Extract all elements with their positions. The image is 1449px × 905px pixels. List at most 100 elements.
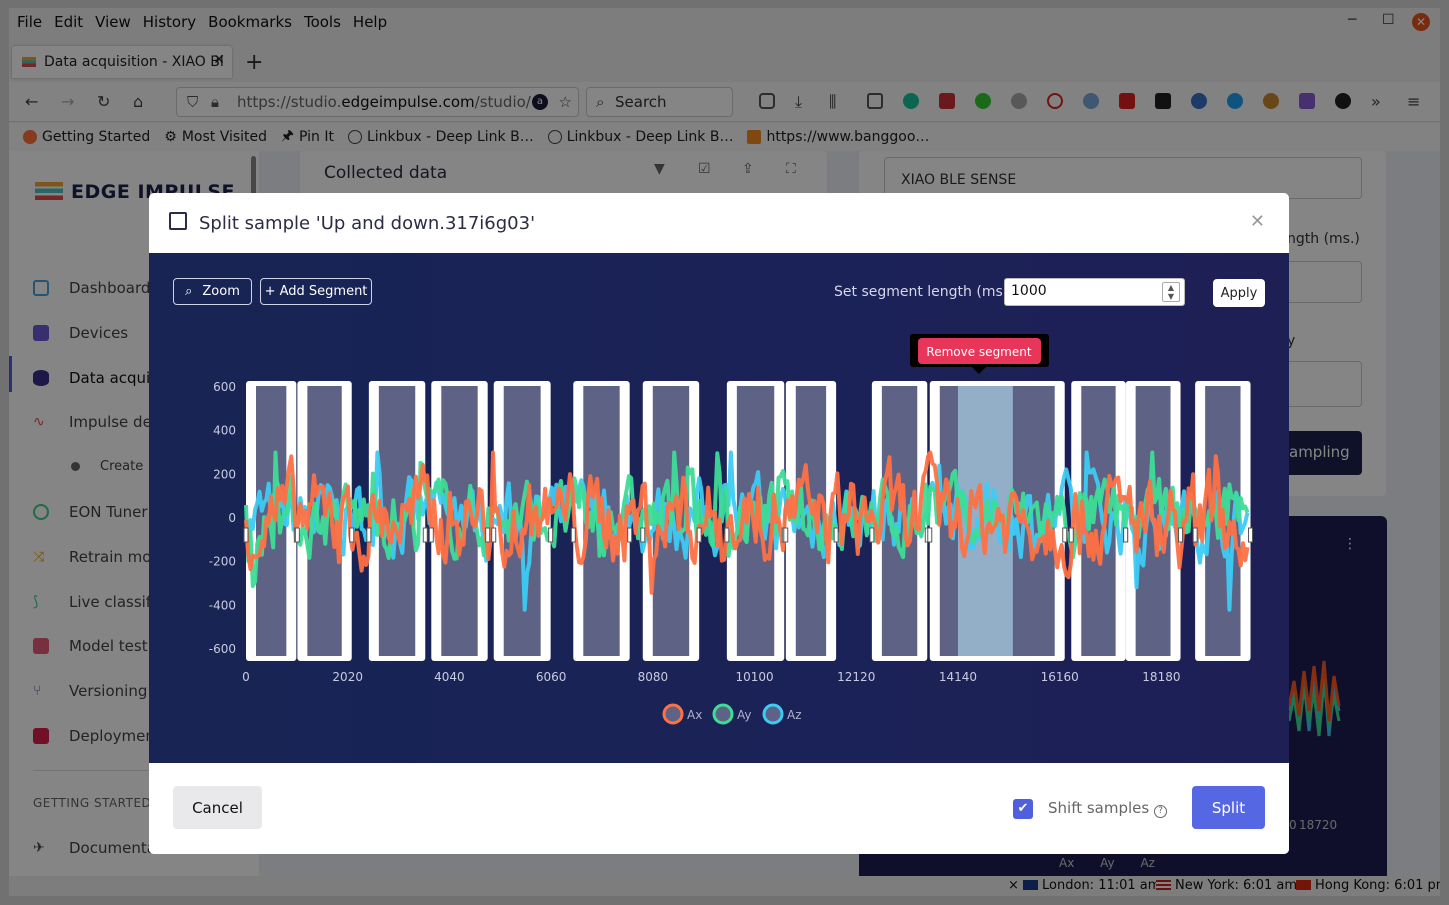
bookmark-linkbux-1[interactable]: Linkbux - Deep Link B… bbox=[347, 129, 534, 145]
menu-help[interactable]: Help bbox=[352, 13, 388, 31]
remove-segment-button[interactable] bbox=[918, 338, 1041, 364]
split-button[interactable]: Split bbox=[1192, 786, 1265, 829]
sidebar-item-model-testing[interactable]: Model testi bbox=[33, 637, 152, 655]
forward-icon[interactable]: → bbox=[61, 92, 75, 111]
menu-bookmarks[interactable]: Bookmarks bbox=[208, 13, 292, 31]
segment-handle[interactable] bbox=[548, 527, 554, 543]
minimize-icon[interactable]: ─ bbox=[1348, 12, 1357, 28]
remove-segment-tooltip[interactable]: Remove segment bbox=[910, 334, 1049, 374]
segment-handle[interactable] bbox=[869, 527, 875, 543]
search-input[interactable]: ⌕ Search bbox=[586, 87, 733, 117]
segment-handle[interactable] bbox=[485, 527, 491, 543]
globe-extension-icon[interactable] bbox=[1011, 93, 1027, 109]
segment-handle[interactable] bbox=[294, 527, 300, 543]
segment-handle[interactable] bbox=[428, 527, 434, 543]
add-segment-button[interactable]: + Add Segment bbox=[260, 278, 372, 305]
back-icon[interactable]: ← bbox=[25, 92, 39, 111]
segment-handle[interactable] bbox=[927, 527, 933, 543]
menu-edit[interactable]: Edit bbox=[54, 13, 84, 31]
sidebar-item-deployment[interactable]: Deployment bbox=[33, 727, 161, 745]
reload-icon[interactable]: ↻ bbox=[97, 92, 111, 111]
tab-data-acquisition[interactable]: Data acquisition - XIAO Bl ✕ bbox=[12, 46, 232, 78]
sidebar-item-eon-tuner[interactable]: EON Tuner bbox=[33, 503, 148, 521]
url-bar[interactable]: ⛉ 🔒︎ https://studio. edgeimpulse.com/stud… bbox=[176, 87, 579, 117]
sidebar-item-dashboard[interactable]: Dashboard bbox=[33, 279, 150, 297]
reader-icon[interactable]: a bbox=[532, 94, 548, 110]
new-tab-icon[interactable]: + bbox=[245, 50, 264, 75]
segment-handle[interactable] bbox=[243, 527, 249, 543]
shift-samples-checkbox[interactable]: ✔ bbox=[1013, 799, 1033, 819]
overflow-chevron-icon[interactable]: » bbox=[1371, 92, 1381, 111]
help-circle-icon[interactable]: ? bbox=[1154, 805, 1167, 818]
home-icon[interactable]: ⌂ bbox=[133, 92, 144, 111]
fullscreen-icon[interactable]: ⛶ bbox=[786, 161, 796, 177]
segment-handle[interactable] bbox=[1248, 527, 1254, 543]
close-tab-icon[interactable]: ✕ bbox=[213, 52, 225, 68]
sidebar-item-documentation[interactable]: ✈ Documenta bbox=[33, 839, 156, 857]
bookmark-banggood[interactable]: https://www.banggoo… bbox=[747, 129, 929, 145]
segment-handle[interactable] bbox=[1123, 527, 1129, 543]
filter-icon[interactable]: ▼ bbox=[654, 161, 665, 177]
segment-handle[interactable] bbox=[422, 527, 428, 543]
apply-button[interactable]: Apply bbox=[1213, 279, 1265, 307]
sidebar-item-versioning[interactable]: ⑂ Versioning bbox=[33, 682, 147, 700]
upload-icon[interactable]: ⇪ bbox=[742, 161, 754, 177]
earth-extension-icon[interactable] bbox=[1191, 93, 1207, 109]
sidebar-item-devices[interactable]: Devices bbox=[33, 324, 128, 342]
download-icon[interactable]: ⤓ bbox=[795, 92, 803, 111]
segment-handle[interactable] bbox=[640, 527, 646, 543]
pocket-icon[interactable] bbox=[759, 93, 775, 109]
bookmark-linkbux-2[interactable]: Linkbux - Deep Link B… bbox=[547, 129, 733, 145]
feather-extension-icon[interactable] bbox=[1335, 93, 1351, 109]
more-vertical-icon[interactable]: ⋮ bbox=[1343, 536, 1357, 552]
zoom-button[interactable]: ⌕ Zoom bbox=[173, 278, 252, 305]
segment-handle[interactable] bbox=[570, 527, 576, 543]
segment-length-input[interactable]: 1000 ▲ ▼ bbox=[1004, 278, 1185, 306]
star-icon[interactable]: ☆ bbox=[558, 93, 572, 111]
select-icon[interactable]: ☑ bbox=[698, 161, 711, 177]
segment-handle[interactable] bbox=[627, 527, 633, 543]
menu-file[interactable]: File bbox=[17, 13, 43, 31]
stepper-icon[interactable]: ▲ ▼ bbox=[1162, 282, 1180, 302]
modal-close-icon[interactable]: ✕ bbox=[1249, 211, 1265, 232]
sidebar-item-data-acquisition[interactable]: Data acquis bbox=[33, 369, 158, 387]
segment-handle[interactable] bbox=[1068, 527, 1074, 543]
library-icon[interactable]: ⫼ bbox=[829, 92, 837, 111]
close-window-icon[interactable]: ✕ bbox=[1412, 13, 1430, 31]
menu-view[interactable]: View bbox=[95, 13, 131, 31]
sidebar-item-impulse-design[interactable]: ∿ Impulse des bbox=[33, 413, 160, 431]
menu-history[interactable]: History bbox=[142, 13, 197, 31]
link-extension-icon[interactable] bbox=[1083, 93, 1099, 109]
puzzle-extension-icon[interactable] bbox=[1299, 93, 1315, 109]
maximize-icon[interactable]: ☐ bbox=[1382, 12, 1395, 28]
segment-handle[interactable] bbox=[783, 527, 789, 543]
segment-handle[interactable] bbox=[349, 527, 355, 543]
pen-extension-icon[interactable] bbox=[939, 93, 955, 109]
segment-handle[interactable] bbox=[366, 527, 372, 543]
segment-handle[interactable] bbox=[833, 527, 839, 543]
h-extension-icon[interactable] bbox=[1155, 93, 1171, 109]
segment-handle[interactable] bbox=[724, 527, 730, 543]
bookmark-pin-it[interactable]: 🖈︎ Pin It bbox=[281, 125, 334, 149]
segment-handle[interactable] bbox=[696, 527, 702, 543]
segment-handle[interactable] bbox=[491, 527, 497, 543]
cancel-button[interactable]: Cancel bbox=[173, 786, 262, 829]
menu-tools[interactable]: Tools bbox=[303, 13, 341, 31]
chat-extension-icon[interactable] bbox=[975, 93, 991, 109]
sidebar-item-create[interactable]: Create bbox=[71, 459, 143, 474]
sidebar-scrollbar[interactable] bbox=[251, 156, 256, 216]
bookmark-most-visited[interactable]: ⚙ Most Visited bbox=[164, 129, 267, 145]
hamburger-menu-icon[interactable]: ≡ bbox=[1407, 92, 1421, 111]
sidebar-icon[interactable] bbox=[867, 93, 883, 109]
ublock-icon[interactable] bbox=[1119, 93, 1135, 109]
segment-handle[interactable] bbox=[1062, 527, 1068, 543]
sidebar-item-live-classification[interactable]: ⟆ Live classifi bbox=[33, 593, 155, 611]
twitter-icon[interactable] bbox=[1227, 93, 1243, 109]
sidebar-item-retrain[interactable]: ⤨ Retrain mod bbox=[33, 548, 161, 566]
monkey-extension-icon[interactable] bbox=[1263, 93, 1279, 109]
grammarly-icon[interactable] bbox=[903, 93, 919, 109]
bookmark-getting-started[interactable]: Getting Started bbox=[23, 129, 150, 145]
segment-handle[interactable] bbox=[1192, 527, 1198, 543]
block-extension-icon[interactable] bbox=[1047, 93, 1063, 109]
segment-handle[interactable] bbox=[1178, 527, 1184, 543]
